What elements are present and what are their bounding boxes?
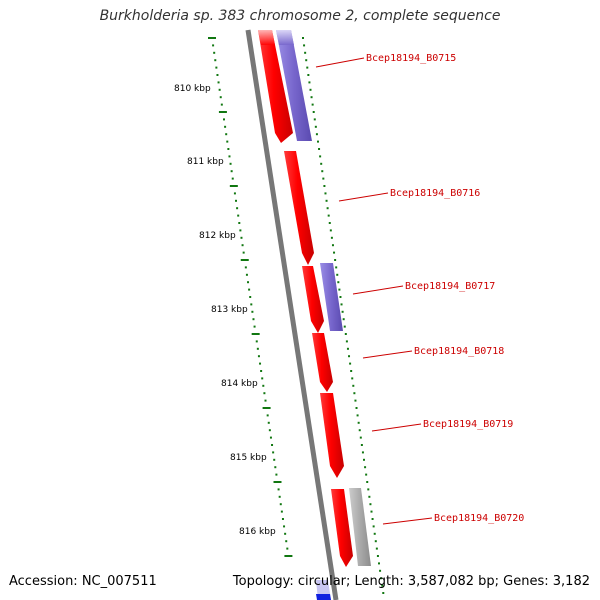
gene-arrow-b0716[interactable]	[284, 151, 314, 265]
gene-arrow-b0715[interactable]	[258, 30, 293, 143]
label-leaders	[315, 57, 433, 525]
gene-labels: Bcep18194_B0715 Bcep18194_B0716 Bcep1819…	[366, 53, 524, 524]
outer-tick-track	[302, 37, 385, 594]
scale-tick-label: 816 kbp	[239, 527, 276, 537]
scale-tick-label: 812 kbp	[199, 231, 236, 241]
feature-block-b0717[interactable]	[320, 263, 343, 331]
scale-tick-label: 815 kbp	[230, 453, 267, 463]
chromosome-backbone	[245, 29, 339, 600]
map-title: Burkholderia sp. 383 chromosome 2, compl…	[99, 8, 501, 24]
gene-track	[258, 30, 371, 600]
scale-tick-label: 810 kbp	[174, 84, 211, 94]
gene-arrow-b0717[interactable]	[302, 266, 324, 333]
genome-summary-text: Topology: circular; Length: 3,587,082 bp…	[232, 574, 590, 589]
gene-arrow-b0719[interactable]	[320, 393, 344, 478]
accession-text: Accession: NC_007511	[9, 574, 157, 589]
gene-label[interactable]: Bcep18194_B0718	[414, 346, 504, 357]
scale-labels: 810 kbp 811 kbp 812 kbp 813 kbp 814 kbp …	[174, 84, 276, 537]
scale-tick-label: 814 kbp	[221, 379, 258, 389]
gene-label[interactable]: Bcep18194_B0719	[423, 419, 513, 430]
inner-tick-track	[208, 37, 293, 557]
feature-block-b0715[interactable]	[276, 30, 312, 141]
gene-label[interactable]: Bcep18194_B0716	[390, 188, 480, 199]
feature-block-b0720[interactable]	[349, 488, 371, 566]
gene-label[interactable]: Bcep18194_B0715	[366, 53, 456, 64]
gene-label[interactable]: Bcep18194_B0717	[405, 281, 495, 292]
gene-arrow-b0718[interactable]	[312, 333, 333, 392]
gene-label[interactable]: Bcep18194_B0720	[434, 513, 524, 524]
scale-tick-label: 811 kbp	[187, 157, 224, 167]
gene-arrow-b0720[interactable]	[331, 489, 353, 567]
scale-tick-label: 813 kbp	[211, 305, 248, 315]
